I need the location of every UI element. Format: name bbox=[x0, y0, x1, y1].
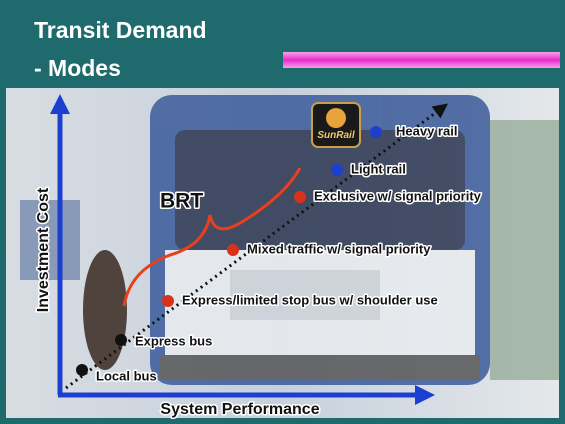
slide: Transit Demand - Modes Investment Cost S… bbox=[0, 0, 565, 424]
accent-bar bbox=[283, 52, 560, 68]
node-label: Express/limited stop bus w/ shoulder use bbox=[182, 292, 438, 307]
node-label: Local bus bbox=[96, 368, 157, 383]
brace-label: BRT bbox=[160, 190, 203, 213]
node-label: Express bus bbox=[135, 333, 212, 348]
logo: SunRail bbox=[312, 103, 360, 147]
title-line: Transit Demand bbox=[34, 17, 207, 43]
node-dot bbox=[331, 164, 343, 176]
y-axis-label: Investment Cost bbox=[35, 187, 52, 312]
title-line: - Modes bbox=[34, 55, 121, 81]
node-label: Light rail bbox=[351, 161, 406, 176]
node-dot bbox=[162, 295, 174, 307]
logo-text: SunRail bbox=[317, 130, 354, 141]
node-dot bbox=[115, 334, 127, 346]
node-dot bbox=[227, 244, 239, 256]
node-dot bbox=[76, 364, 88, 376]
node-label: Mixed traffic w/ signal priority bbox=[247, 241, 431, 256]
node-dot bbox=[294, 191, 306, 203]
node-label: Exclusive w/ signal priority bbox=[314, 188, 482, 203]
x-axis-label: System Performance bbox=[160, 401, 319, 418]
node-dot bbox=[370, 126, 382, 138]
node-label: Heavy rail bbox=[396, 123, 457, 138]
